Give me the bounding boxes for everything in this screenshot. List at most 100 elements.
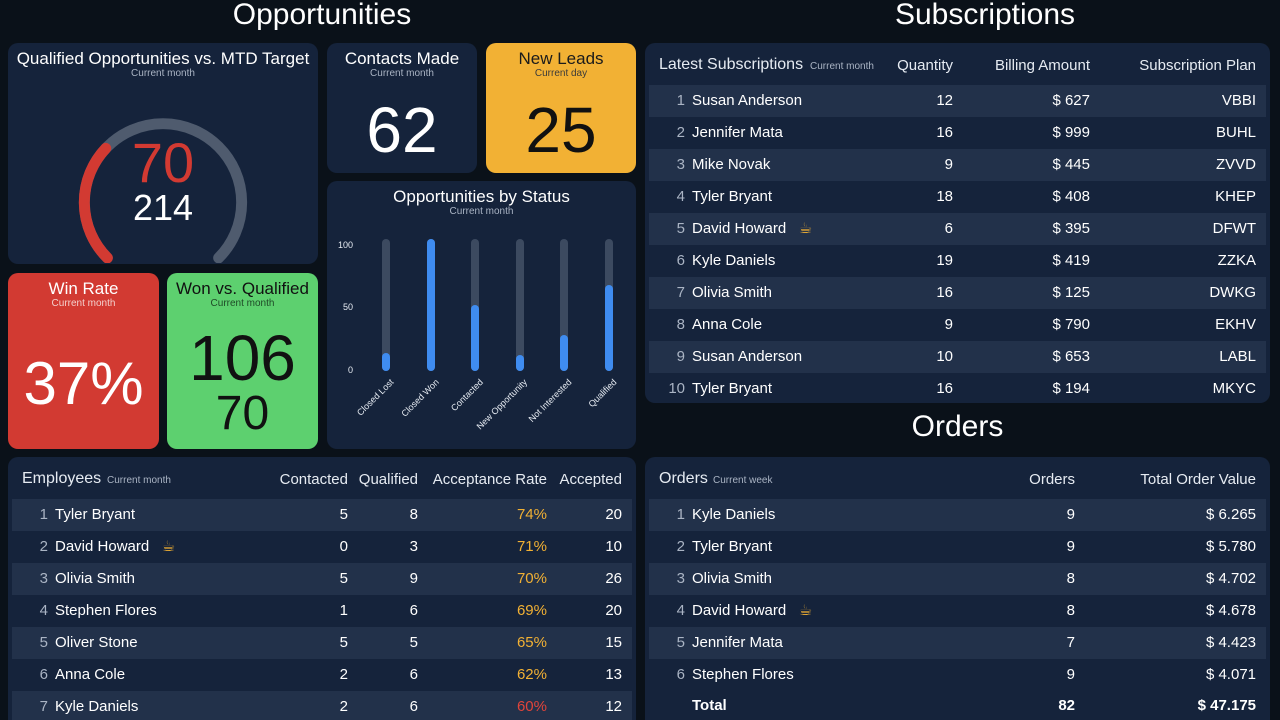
subscription-plan: DWKG [1209, 284, 1256, 301]
subscription-plan: ZVVD [1215, 156, 1256, 173]
bar-track [560, 239, 568, 371]
total-label: Total [692, 697, 727, 714]
acceptance-rate: 71% [516, 538, 547, 555]
table-row[interactable]: 9 Susan Anderson 10 $ 653 LABL [649, 341, 1266, 373]
qualified-value: 6 [409, 666, 418, 683]
table-row[interactable]: 7 Olivia Smith 16 $ 125 DWKG [649, 277, 1266, 309]
column-header[interactable]: Billing Amount [994, 57, 1090, 74]
table-row[interactable]: 8 Anna Cole 9 $ 790 EKHV [649, 309, 1266, 341]
x-tick: Not Interested [527, 377, 575, 425]
subscription-plan: MKYC [1212, 380, 1256, 397]
table-title: Orders [659, 470, 708, 487]
column-header[interactable]: Quantity [897, 57, 953, 74]
table-subtitle: Current month [810, 61, 874, 72]
table-row[interactable]: 2 Jennifer Mata 16 $ 999 BUHL [649, 117, 1266, 149]
card-subtitle: Current month [449, 206, 514, 217]
accepted-value: 12 [605, 698, 622, 715]
contacted-value: 2 [339, 698, 348, 715]
table-row[interactable]: 5 Oliver Stone 5 5 65% 15 [12, 627, 632, 659]
table-row[interactable]: 6 Anna Cole 2 6 62% 13 [12, 659, 632, 691]
orders-count: 9 [1066, 506, 1075, 523]
table-row[interactable]: 1 Kyle Daniels 9 $ 6.265 [649, 499, 1266, 531]
subscription-plan: ZZKA [1217, 252, 1256, 269]
section-title-opportunities: Opportunities [232, 0, 412, 31]
card-title: Opportunities by Status [393, 187, 570, 206]
employee-name: Jennifer Mata [692, 634, 783, 651]
bar[interactable] [471, 305, 479, 371]
table-row[interactable]: 10 Tyler Bryant 16 $ 194 MKYC [649, 373, 1266, 403]
employee-name: Kyle Daniels [692, 506, 776, 523]
customer-name: David Howard [692, 220, 787, 237]
customer-name: Jennifer Mata [692, 124, 783, 141]
bar[interactable] [560, 335, 568, 371]
table-row[interactable]: 2 David Howard ☕ 0 3 71% 10 [12, 531, 632, 563]
table-row[interactable]: 2 Tyler Bryant 9 $ 5.780 [649, 531, 1266, 563]
won-value: 106 [189, 322, 296, 394]
coffee-icon: ☕ [798, 220, 813, 237]
bar[interactable] [426, 239, 435, 371]
bar[interactable] [382, 352, 390, 371]
order-value: $ 5.780 [1205, 538, 1256, 555]
subscription-plan: DFWT [1212, 220, 1256, 237]
coffee-icon: ☕ [798, 602, 813, 619]
billing-amount: $ 395 [1052, 220, 1090, 237]
billing-amount: $ 999 [1052, 124, 1090, 141]
subscription-plan: KHEP [1215, 188, 1256, 205]
column-header[interactable]: Subscription Plan [1139, 57, 1256, 74]
bar-track [382, 239, 390, 371]
billing-amount: $ 125 [1052, 284, 1090, 301]
table-row[interactable]: 3 Olivia Smith 5 9 70% 26 [12, 563, 632, 595]
x-tick: Closed Lost [355, 377, 397, 418]
table-row[interactable]: 7 Kyle Daniels 2 6 60% 12 [12, 691, 632, 720]
table-row[interactable]: 4 Stephen Flores 1 6 69% 20 [12, 595, 632, 627]
table-header: Employees Current month Contacted Qualif… [8, 457, 636, 499]
table-row[interactable]: 6 Stephen Flores 9 $ 4.071 [649, 659, 1266, 691]
contacted-value: 2 [339, 666, 348, 683]
y-tick: 50 [342, 302, 353, 312]
acceptance-rate: 60% [516, 698, 547, 715]
bar[interactable] [515, 355, 524, 371]
row-rank: 3 [676, 570, 685, 587]
card-subtitle: Current month [51, 298, 116, 309]
order-value: $ 6.265 [1205, 506, 1256, 523]
table-row[interactable]: 5 David Howard ☕ 6 $ 395 DFWT [649, 213, 1266, 245]
row-rank: 9 [676, 348, 685, 365]
qualified-value: 3 [409, 538, 418, 555]
table-row[interactable]: 5 Jennifer Mata 7 $ 4.423 [649, 627, 1266, 659]
column-header[interactable]: Contacted [279, 471, 348, 488]
x-tick: Qualified [586, 377, 619, 410]
column-header[interactable]: Accepted [559, 471, 622, 488]
customer-name: Tyler Bryant [692, 188, 773, 205]
qualified-vs-target-card: Qualified Opportunities vs. MTD Target C… [8, 43, 318, 264]
bar-track [515, 239, 524, 371]
contacts-made-card: Contacts Made Current month 62 [327, 43, 477, 173]
column-header[interactable]: Acceptance Rate [432, 471, 547, 488]
subscriptions-table: Latest Subscriptions Current month Quant… [645, 43, 1270, 403]
table-row[interactable]: 4 David Howard ☕ 8 $ 4.678 [649, 595, 1266, 627]
table-row[interactable]: 4 Tyler Bryant 18 $ 408 KHEP [649, 181, 1266, 213]
acceptance-rate: 74% [516, 506, 547, 523]
employee-name: Kyle Daniels [55, 698, 139, 715]
table-row[interactable]: 3 Mike Novak 9 $ 445 ZVVD [649, 149, 1266, 181]
gauge-value: 70 [131, 131, 195, 194]
table-header: Orders Current week Orders Total Order V… [645, 457, 1270, 499]
table-row[interactable]: 6 Kyle Daniels 19 $ 419 ZZKA [649, 245, 1266, 277]
bar[interactable] [604, 285, 613, 371]
card-title: Contacts Made [344, 49, 460, 68]
billing-amount: $ 194 [1052, 380, 1090, 397]
quantity-value: 9 [944, 316, 953, 333]
employee-name: David Howard [692, 602, 787, 619]
table-row[interactable]: 1 Tyler Bryant 5 8 74% 20 [12, 499, 632, 531]
total-order-value: $ 47.175 [1197, 697, 1256, 714]
table-row[interactable]: 3 Olivia Smith 8 $ 4.702 [649, 563, 1266, 595]
column-header[interactable]: Orders [1029, 471, 1075, 488]
gauge-fill [78, 142, 113, 263]
column-header[interactable]: Qualified [358, 471, 418, 488]
acceptance-rate: 65% [516, 634, 547, 651]
quantity-value: 16 [936, 124, 953, 141]
table-row[interactable]: 1 Susan Anderson 12 $ 627 VBBI [649, 85, 1266, 117]
column-header[interactable]: Total Order Value [1140, 471, 1256, 488]
win-rate-value: 37% [23, 350, 144, 417]
card-title: Won vs. Qualified [176, 279, 309, 298]
row-rank: 1 [676, 92, 685, 109]
